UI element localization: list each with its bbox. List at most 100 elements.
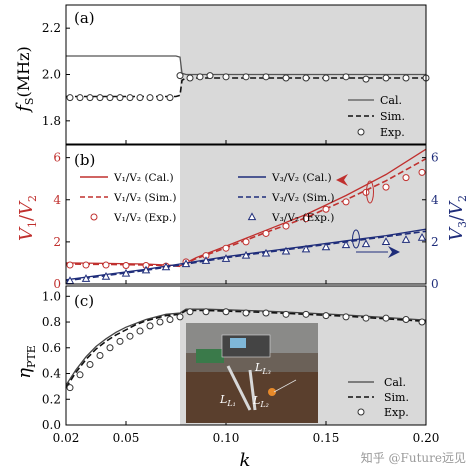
- y-tick-label: 2: [53, 235, 61, 249]
- panel-a: 1.8 2.0 2.2 (a) Cal. Sim. Exp. fS(MHz): [13, 4, 430, 145]
- b-v-v-exp-point-3: [122, 261, 130, 269]
- panel-c-legend: Cal. Sim. Exp.: [348, 376, 409, 419]
- c-cal-line: [65, 308, 427, 386]
- b-v-v-exp-point-7: [201, 256, 211, 264]
- a-exp-point-16: [242, 73, 250, 81]
- legend-exp-marker: [357, 128, 365, 136]
- a-exp-point-9: [156, 94, 164, 102]
- panel-a-series: [66, 55, 430, 102]
- a-exp-point-1: [76, 94, 84, 102]
- b-v-v-exp-point-18: [418, 168, 426, 176]
- b-v-v-exp-point-16: [381, 237, 391, 245]
- y-tick-label: 0.6: [42, 341, 61, 355]
- panel-b-series: [65, 148, 427, 284]
- legend-cal-text: Cal.: [380, 94, 402, 107]
- legend-v-v-exp-text: V₁/V₂ (Exp.): [113, 212, 176, 224]
- panel-a-legend: Cal. Sim. Exp.: [348, 94, 405, 139]
- y-tick-label: 0.4: [42, 367, 61, 381]
- b-v-v-exp-point-10: [262, 229, 270, 237]
- c-exp-point-0: [66, 384, 74, 392]
- x-tick-label: 0.05: [113, 431, 140, 445]
- x-tick-label: 0.10: [213, 431, 240, 445]
- a-exp-point-17: [262, 73, 270, 81]
- experimental-setup-photo: LL₃ LL₁ LL₂: [186, 323, 318, 423]
- b-v-v-exp-point-9: [241, 250, 251, 259]
- c-exp-point-16: [262, 309, 270, 317]
- legend-exp-text: Exp.: [380, 126, 405, 139]
- panel-a-label: (a): [74, 9, 95, 27]
- a-exp-point-8: [146, 94, 154, 102]
- legend-exp-text: Exp.: [384, 406, 409, 419]
- b-v-v-exp-point-17: [402, 174, 410, 182]
- b-v-v-exp-point-4: [141, 265, 151, 274]
- panel-b-frame: [65, 144, 427, 285]
- b-v-v-exp-point-6: [181, 259, 191, 268]
- b-v-v-exp-point-8: [222, 244, 230, 252]
- b-v-v-exp-point-13: [321, 242, 331, 251]
- panel-c-series: [65, 308, 427, 392]
- legend-sim-text: Sim.: [384, 391, 409, 404]
- panel-c-frame: [65, 285, 427, 426]
- legend-v-v-exp-text: V₃/V₂ (Exp.): [271, 212, 334, 224]
- b-v-v-cal-line: [65, 148, 427, 267]
- x-axis-label: k: [240, 450, 251, 470]
- a-exp-point-6: [126, 94, 134, 102]
- b-v-v-exp-point-14: [341, 240, 351, 249]
- c-exp-point-11: [176, 313, 184, 321]
- y-tick-label: 2.2: [42, 21, 61, 35]
- legend-exp-marker: [357, 408, 365, 416]
- c-exp-point-18: [302, 310, 310, 318]
- a-exp-point-5: [116, 94, 124, 102]
- a-exp-point-21: [342, 73, 350, 81]
- b-v-v-exp-point-11: [281, 246, 291, 255]
- c-exp-point-7: [136, 327, 144, 335]
- b-v-v-exp-point-0: [65, 276, 75, 284]
- a-exp-point-2: [86, 94, 94, 102]
- panel-a-frame: [65, 4, 427, 145]
- c-exp-point-10: [166, 315, 174, 323]
- c-exp-point-20: [342, 313, 350, 321]
- b-v-v-exp-point-17: [401, 235, 411, 243]
- panel-a-y-label: fS(MHz): [13, 46, 36, 113]
- b-v-v-exp-point-15: [361, 239, 371, 248]
- c-exp-point-13: [202, 308, 210, 316]
- a-exp-point-20: [322, 74, 330, 82]
- c-exp-point-3: [96, 352, 104, 359]
- a-exp-point-10: [166, 94, 174, 102]
- y-tick-label: 0: [53, 277, 61, 291]
- a-exp-point-13: [196, 73, 204, 81]
- y-tick-label-right: 2: [431, 235, 439, 249]
- panel-c-y-label: ηPTE: [14, 345, 38, 379]
- y-tick-label-right: 0: [431, 277, 439, 291]
- b-v-v-exp-point-13: [322, 205, 330, 213]
- a-exp-point-0: [66, 94, 74, 102]
- panel-b-annotations: [336, 174, 400, 258]
- y-tick-label-right: 4: [431, 193, 439, 207]
- b-v-v-exp-point-15: [362, 188, 370, 196]
- a-exp-point-11: [176, 72, 184, 80]
- y-tick-label: 0.2: [42, 392, 61, 406]
- legend-v-v-cal-text: V₁/V₂ (Cal.): [113, 172, 174, 184]
- legend-cal-text: Cal.: [384, 376, 406, 389]
- c-exp-point-6: [126, 332, 134, 340]
- b-v-v-exp-point-12: [301, 244, 311, 253]
- b-v-v-exp-point-2: [102, 261, 110, 269]
- a-exp-point-23: [382, 74, 390, 82]
- panel-c-label: (c): [74, 292, 94, 310]
- y-tick-label: 0.0: [42, 418, 61, 432]
- a-exp-point-15: [222, 73, 230, 81]
- y-tick-label: 6: [53, 151, 61, 165]
- x-tick-label: 0.20: [413, 431, 440, 445]
- b-v-v-exp-point-1: [81, 274, 91, 282]
- y-tick-label: 4: [53, 193, 61, 207]
- inset-coil-rod-2: [248, 369, 257, 411]
- y-tick-label: 2.0: [42, 68, 61, 82]
- a-exp-point-22: [362, 75, 370, 83]
- c-exp-point-4: [106, 344, 114, 352]
- panel-c: 0.0 0.2 0.4 0.6 0.8 1.0 0.02 0.05 0.10 0.15 0.20 (…: [14, 285, 440, 470]
- arrow-left-icon: [336, 174, 348, 186]
- c-exp-point-2: [86, 361, 94, 369]
- a-exp-point-7: [136, 94, 144, 102]
- c-exp-point-14: [222, 308, 230, 316]
